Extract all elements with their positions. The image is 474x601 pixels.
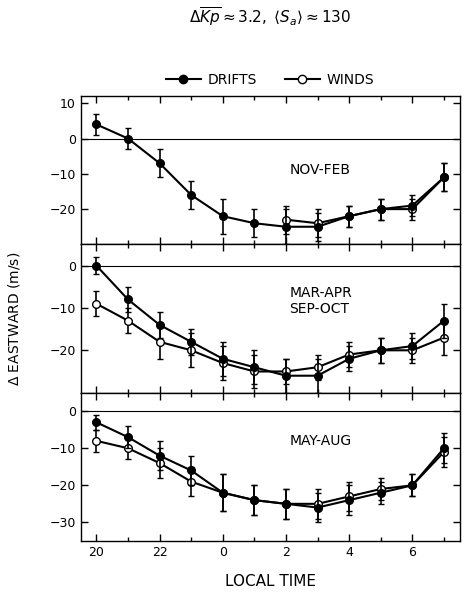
Text: MAR-APR
SEP-OCT: MAR-APR SEP-OCT [289,286,352,316]
Text: $\Delta$ EASTWARD (m/s): $\Delta$ EASTWARD (m/s) [6,251,22,386]
Text: $\Delta\overline{Kp}\approx 3.2,\ \langle S_a\rangle\approx 130$: $\Delta\overline{Kp}\approx 3.2,\ \langl… [189,6,351,29]
Text: MAY-AUG: MAY-AUG [289,434,351,448]
Text: LOCAL TIME: LOCAL TIME [225,574,316,589]
Legend: DRIFTS, WINDS: DRIFTS, WINDS [161,67,380,92]
Text: NOV-FEB: NOV-FEB [289,163,350,177]
